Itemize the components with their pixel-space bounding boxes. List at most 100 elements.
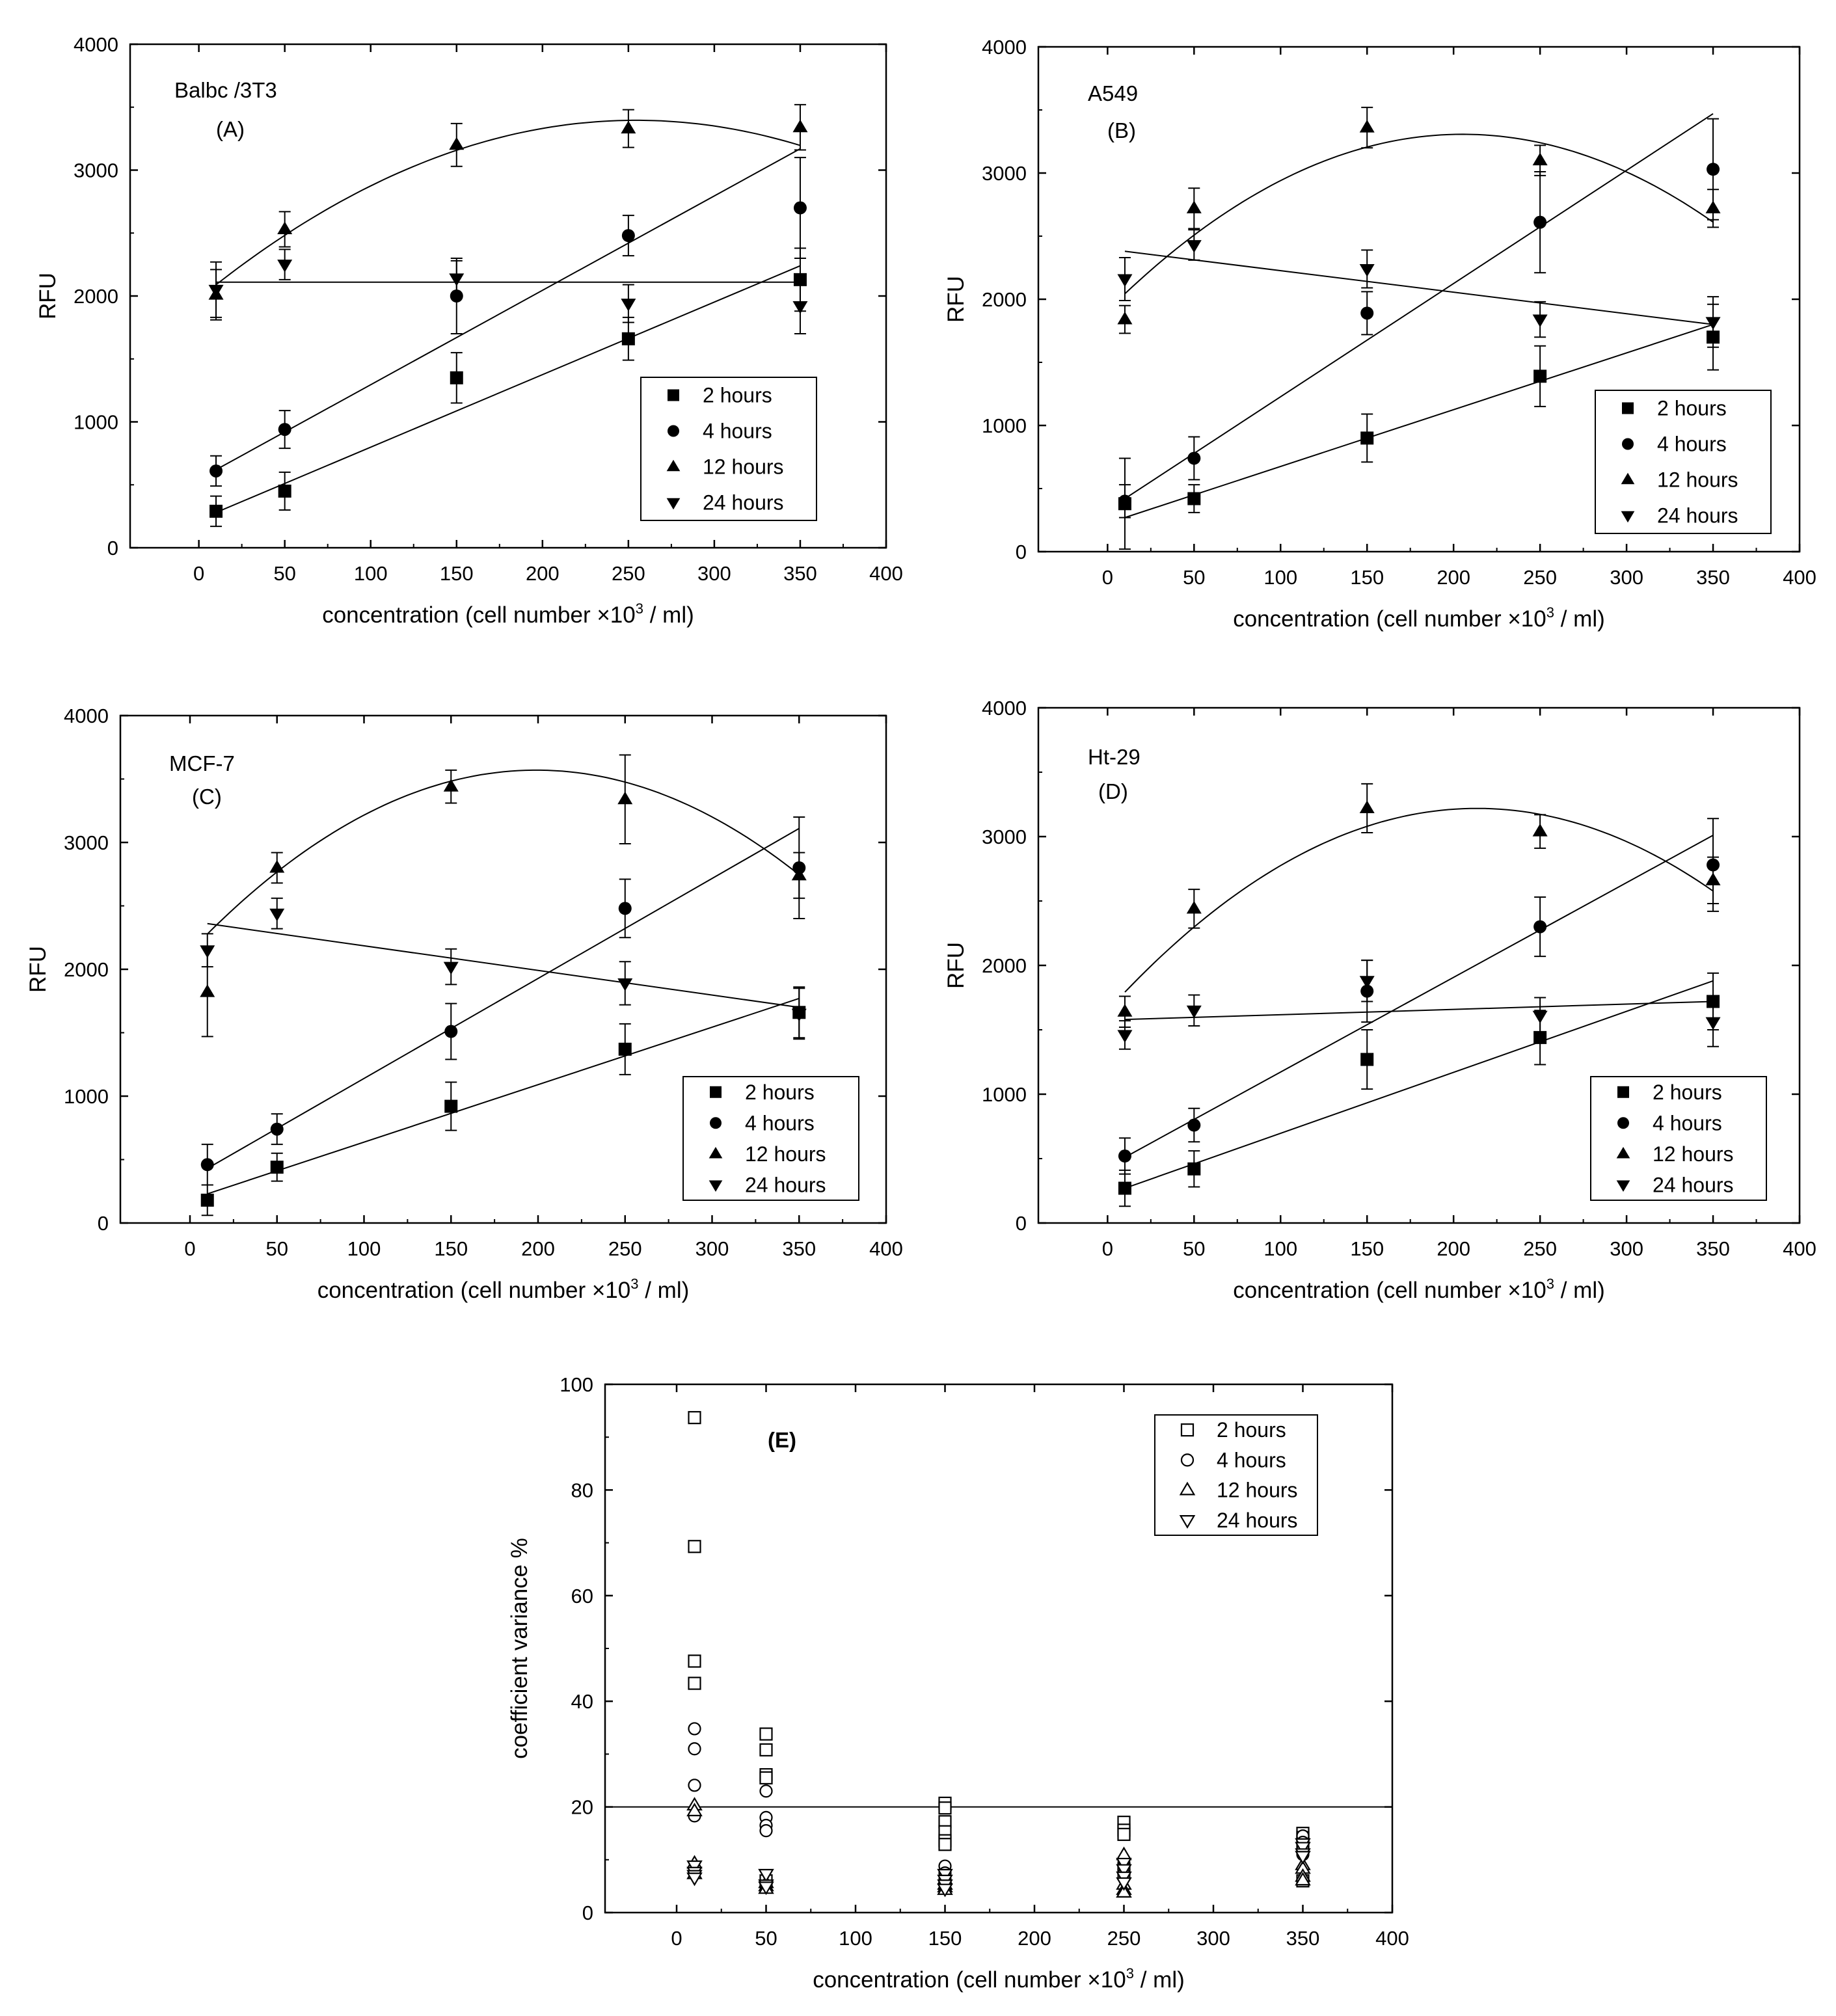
data-point bbox=[617, 978, 633, 991]
data-point bbox=[269, 908, 285, 922]
y-tick-label: 4000 bbox=[74, 33, 118, 56]
x-tick-label: 250 bbox=[608, 1237, 642, 1260]
y-axis: 0 1000 2000 3000 4000 bbox=[74, 33, 886, 559]
x-axis-label-unit: / ml) bbox=[639, 1278, 690, 1303]
data-point bbox=[1705, 872, 1721, 885]
data-point bbox=[450, 371, 463, 384]
data-point bbox=[688, 1722, 701, 1736]
x-axis-label: concentration (cell number ×103 / ml) bbox=[1233, 604, 1605, 632]
data-point bbox=[277, 260, 293, 273]
x-axis-label-main: concentration (cell number ×10 bbox=[1233, 606, 1546, 632]
x-tick-label: 0 bbox=[1102, 566, 1113, 589]
y-axis-label: RFU bbox=[25, 946, 51, 993]
data-point bbox=[278, 423, 291, 437]
legend-label: 4 hours bbox=[745, 1111, 815, 1135]
x-tick-label: 300 bbox=[1196, 1927, 1230, 1950]
chart-panel-b: 0 50 100 150 200 250 300 350 4000100020003000400… bbox=[943, 36, 1816, 632]
x-tick-label: 400 bbox=[1375, 1927, 1409, 1950]
data-point bbox=[1532, 1010, 1548, 1024]
legend-marker bbox=[710, 1117, 722, 1129]
data-point bbox=[444, 1025, 458, 1038]
legend-label: 2 hours bbox=[1653, 1081, 1722, 1104]
series-24-hours bbox=[208, 249, 808, 335]
legend-marker bbox=[1180, 1453, 1195, 1467]
legend: 2 hours 4 hours 12 hours 24 hours bbox=[1154, 1414, 1318, 1536]
x-axis: 0 50 100 150 200 250 300 350 400 bbox=[184, 716, 903, 1260]
data-point bbox=[617, 791, 633, 805]
legend-marker bbox=[709, 1180, 723, 1192]
data-point bbox=[1295, 1872, 1311, 1886]
legend-label: 4 hours bbox=[1653, 1111, 1722, 1135]
data-point bbox=[937, 1883, 953, 1898]
data-point bbox=[209, 464, 223, 477]
legend-box bbox=[640, 377, 817, 521]
panel-title: MCF-7 bbox=[169, 751, 235, 775]
x-tick-label: 350 bbox=[783, 562, 817, 585]
y-tick-label: 2000 bbox=[982, 288, 1027, 311]
series-12-hours bbox=[200, 754, 807, 1038]
data-point bbox=[1533, 215, 1547, 229]
x-tick-label: 250 bbox=[1107, 1927, 1141, 1950]
y-axis: 0 1000 2000 3000 4000 bbox=[982, 36, 1800, 563]
x-axis: 0 50 100 150 200 250 300 350 400 bbox=[671, 1384, 1409, 1950]
x-tick-label: 200 bbox=[1018, 1927, 1051, 1950]
x-tick-label: 300 bbox=[1610, 1237, 1643, 1260]
y-tick-label: 4000 bbox=[982, 697, 1027, 719]
y-axis-label: RFU bbox=[35, 273, 61, 319]
legend-marker bbox=[1617, 1086, 1629, 1098]
data-point bbox=[1117, 312, 1133, 325]
y-axis: 0 1000 2000 3000 4000 bbox=[64, 705, 886, 1235]
data-point bbox=[1118, 494, 1131, 508]
data-point bbox=[1117, 1827, 1131, 1841]
data-point bbox=[449, 273, 465, 286]
data-point bbox=[443, 961, 459, 975]
x-tick-label: 400 bbox=[1783, 566, 1816, 589]
data-point bbox=[1360, 306, 1374, 320]
x-tick-label: 50 bbox=[755, 1927, 777, 1950]
x-tick-label: 50 bbox=[266, 1237, 288, 1260]
legend-label: 2 hours bbox=[703, 384, 772, 407]
y-axis: 0 1000 2000 3000 4000 bbox=[982, 697, 1800, 1235]
x-tick-label: 400 bbox=[869, 1237, 903, 1260]
data-point bbox=[1359, 120, 1375, 133]
data-point bbox=[1295, 1851, 1311, 1865]
legend-label: 4 hours bbox=[703, 420, 772, 443]
legend-marker bbox=[1179, 1481, 1196, 1496]
data-point bbox=[1186, 200, 1202, 213]
x-axis-label-unit: / ml) bbox=[643, 602, 694, 628]
panel-label: (E) bbox=[768, 1428, 796, 1452]
data-point bbox=[1116, 1884, 1132, 1898]
data-point bbox=[1117, 274, 1133, 287]
x-tick-label: 0 bbox=[184, 1237, 195, 1260]
data-point bbox=[1116, 1864, 1132, 1878]
series-12-hours bbox=[1117, 783, 1721, 1028]
data-point bbox=[1118, 1181, 1131, 1195]
x-tick-label: 50 bbox=[1183, 566, 1205, 589]
x-axis: 0 50 100 150 200 250 300 350 400 bbox=[1102, 47, 1816, 589]
legend-box bbox=[1595, 390, 1772, 534]
legend-marker bbox=[709, 1146, 723, 1159]
x-tick-label: 150 bbox=[928, 1927, 962, 1950]
fit-curve bbox=[215, 119, 801, 286]
data-point bbox=[688, 1779, 701, 1792]
data-point bbox=[1116, 1846, 1132, 1861]
x-tick-label: 350 bbox=[1286, 1927, 1320, 1950]
x-axis: 0 50 100 150 200 250 300 350 400 bbox=[1102, 708, 1816, 1260]
chart-panel-e: 0 50 100 150 200 250 300 350 400 0 20 40 60 80 100 conc… bbox=[507, 1373, 1409, 1993]
x-tick-label: 0 bbox=[1102, 1237, 1113, 1260]
x-tick-label: 300 bbox=[697, 562, 731, 585]
fit-line bbox=[215, 148, 801, 470]
x-axis-label-exponent: 3 bbox=[1546, 1276, 1554, 1292]
y-tick-label: 40 bbox=[571, 1690, 593, 1713]
data-point bbox=[688, 1742, 701, 1756]
y-tick-label: 20 bbox=[571, 1796, 593, 1819]
legend-marker bbox=[666, 459, 681, 472]
data-point bbox=[688, 1676, 701, 1690]
data-point bbox=[758, 1868, 774, 1883]
data-point bbox=[278, 484, 291, 498]
data-point bbox=[792, 301, 808, 314]
x-axis-label-main: concentration (cell number ×10 bbox=[1233, 1278, 1546, 1303]
data-point bbox=[686, 1803, 703, 1816]
x-axis-label: concentration (cell number ×103 / ml) bbox=[322, 600, 694, 628]
series-12-hours bbox=[208, 103, 808, 321]
